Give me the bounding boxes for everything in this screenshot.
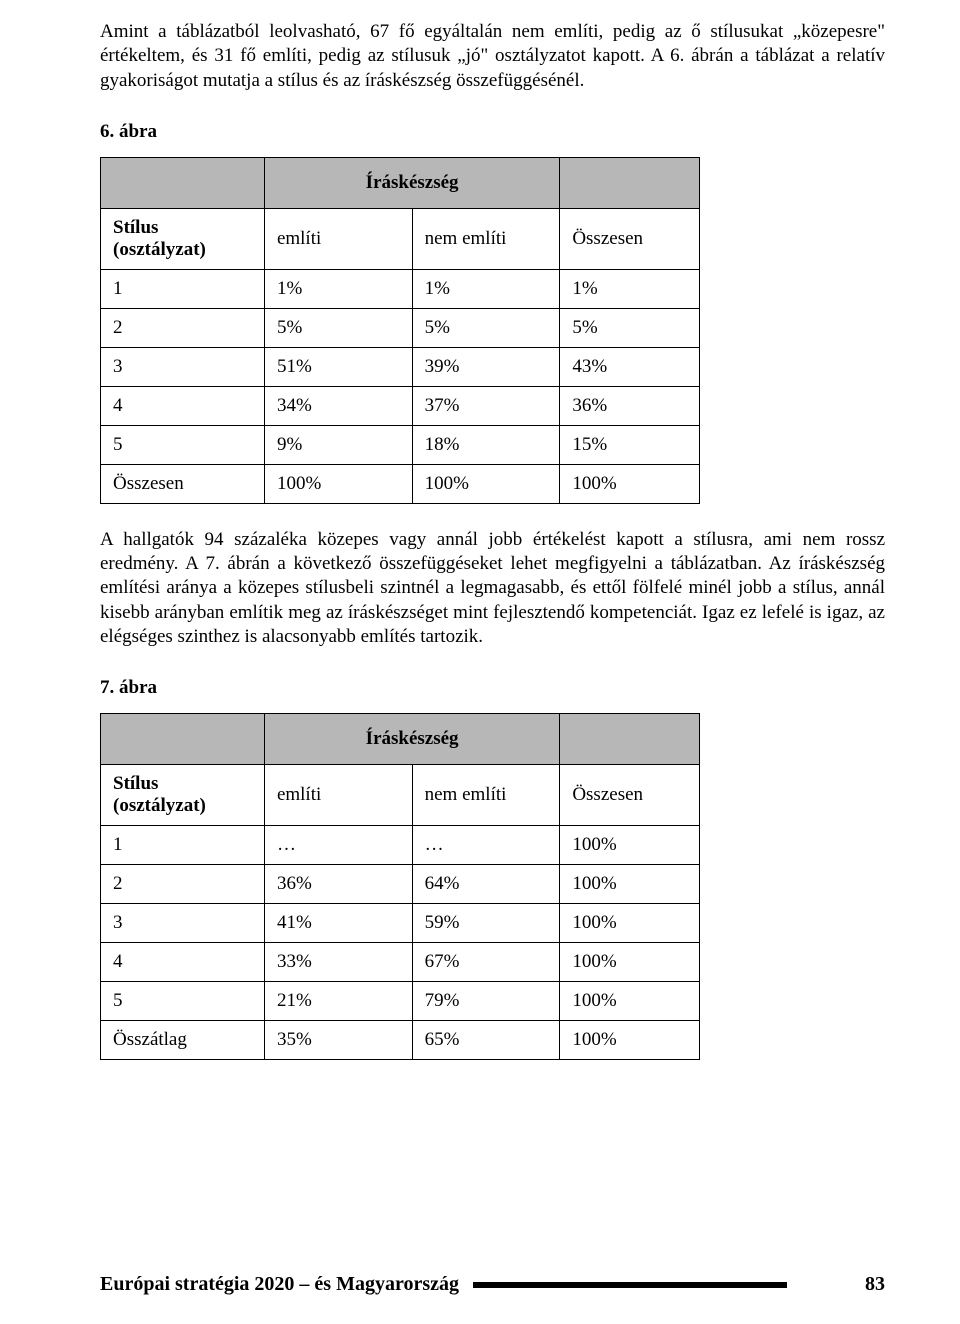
figure-7-label: 7. ábra <box>100 677 885 699</box>
cell: 67% <box>412 942 560 981</box>
header-blank-left <box>101 714 265 765</box>
col-nem-emliti: nem említi <box>412 765 560 826</box>
table-row: Összesen 100% 100% 100% <box>101 464 700 503</box>
table-figure-7: Íráskészség Stílus (osztályzat) említi n… <box>100 713 700 1060</box>
table-row: 5 9% 18% 15% <box>101 425 700 464</box>
cell: 79% <box>412 981 560 1020</box>
paragraph-intro: Amint a táblázatból leolvasható, 67 fő e… <box>100 20 885 93</box>
cell: 18% <box>412 425 560 464</box>
cell: 100% <box>560 464 700 503</box>
cell: … <box>264 825 412 864</box>
cell: 100% <box>560 825 700 864</box>
cell: 39% <box>412 347 560 386</box>
cell: 100% <box>264 464 412 503</box>
cell: 5% <box>560 308 700 347</box>
cell: 5% <box>412 308 560 347</box>
cell: 1 <box>101 825 265 864</box>
header-blank-right <box>560 714 700 765</box>
cell: 33% <box>264 942 412 981</box>
cell: 2 <box>101 864 265 903</box>
footer-page-number: 83 <box>865 1273 885 1296</box>
header-blank-right <box>560 157 700 208</box>
cell: 5 <box>101 981 265 1020</box>
cell: 3 <box>101 903 265 942</box>
rowhead-stilus: Stílus (osztályzat) <box>101 765 265 826</box>
cell: 9% <box>264 425 412 464</box>
cell: 100% <box>560 903 700 942</box>
cell: 36% <box>560 386 700 425</box>
header-iraskeszseg: Íráskészség <box>264 714 559 765</box>
cell: 1% <box>264 269 412 308</box>
footer-title: Európai stratégia 2020 – és Magyarország <box>100 1273 459 1296</box>
cell: 65% <box>412 1020 560 1059</box>
cell: 41% <box>264 903 412 942</box>
cell: 35% <box>264 1020 412 1059</box>
table-row: Stílus (osztályzat) említi nem említi Ös… <box>101 208 700 269</box>
cell: 51% <box>264 347 412 386</box>
cell: 5% <box>264 308 412 347</box>
cell: 1 <box>101 269 265 308</box>
cell: 100% <box>560 1020 700 1059</box>
footer-rule <box>473 1282 787 1288</box>
cell: 43% <box>560 347 700 386</box>
col-osszesen: Összesen <box>560 208 700 269</box>
cell: … <box>412 825 560 864</box>
cell: 37% <box>412 386 560 425</box>
cell: 100% <box>560 942 700 981</box>
page-footer: Európai stratégia 2020 – és Magyarország… <box>100 1273 885 1296</box>
col-emliti: említi <box>264 765 412 826</box>
cell: 21% <box>264 981 412 1020</box>
col-emliti: említi <box>264 208 412 269</box>
table-row: 1 … … 100% <box>101 825 700 864</box>
table-row: 4 33% 67% 100% <box>101 942 700 981</box>
table-figure-6: Íráskészség Stílus (osztályzat) említi n… <box>100 157 700 504</box>
table-row: 5 21% 79% 100% <box>101 981 700 1020</box>
cell: 36% <box>264 864 412 903</box>
cell: 5 <box>101 425 265 464</box>
cell: 1% <box>560 269 700 308</box>
table-row: 3 51% 39% 43% <box>101 347 700 386</box>
cell: 64% <box>412 864 560 903</box>
cell: 59% <box>412 903 560 942</box>
cell: 4 <box>101 386 265 425</box>
cell: 1% <box>412 269 560 308</box>
cell: 2 <box>101 308 265 347</box>
footer-gap <box>801 1282 851 1288</box>
table-row: 3 41% 59% 100% <box>101 903 700 942</box>
cell: 100% <box>560 981 700 1020</box>
table-row: 2 36% 64% 100% <box>101 864 700 903</box>
table-row: Íráskészség <box>101 157 700 208</box>
cell: 15% <box>560 425 700 464</box>
cell: 4 <box>101 942 265 981</box>
table-row: 1 1% 1% 1% <box>101 269 700 308</box>
table-row: 4 34% 37% 36% <box>101 386 700 425</box>
table-row: 2 5% 5% 5% <box>101 308 700 347</box>
col-nem-emliti: nem említi <box>412 208 560 269</box>
rowhead-stilus: Stílus (osztályzat) <box>101 208 265 269</box>
table-row: Összátlag 35% 65% 100% <box>101 1020 700 1059</box>
table-row: Stílus (osztályzat) említi nem említi Ös… <box>101 765 700 826</box>
cell: 100% <box>560 864 700 903</box>
table-row: Íráskészség <box>101 714 700 765</box>
header-blank-left <box>101 157 265 208</box>
cell: 34% <box>264 386 412 425</box>
page: Amint a táblázatból leolvasható, 67 fő e… <box>0 0 960 1324</box>
cell: 100% <box>412 464 560 503</box>
col-osszesen: Összesen <box>560 765 700 826</box>
paragraph-middle: A hallgatók 94 százaléka közepes vagy an… <box>100 528 885 650</box>
header-iraskeszseg: Íráskészség <box>264 157 559 208</box>
cell: Összesen <box>101 464 265 503</box>
cell: 3 <box>101 347 265 386</box>
cell: Összátlag <box>101 1020 265 1059</box>
figure-6-label: 6. ábra <box>100 121 885 143</box>
